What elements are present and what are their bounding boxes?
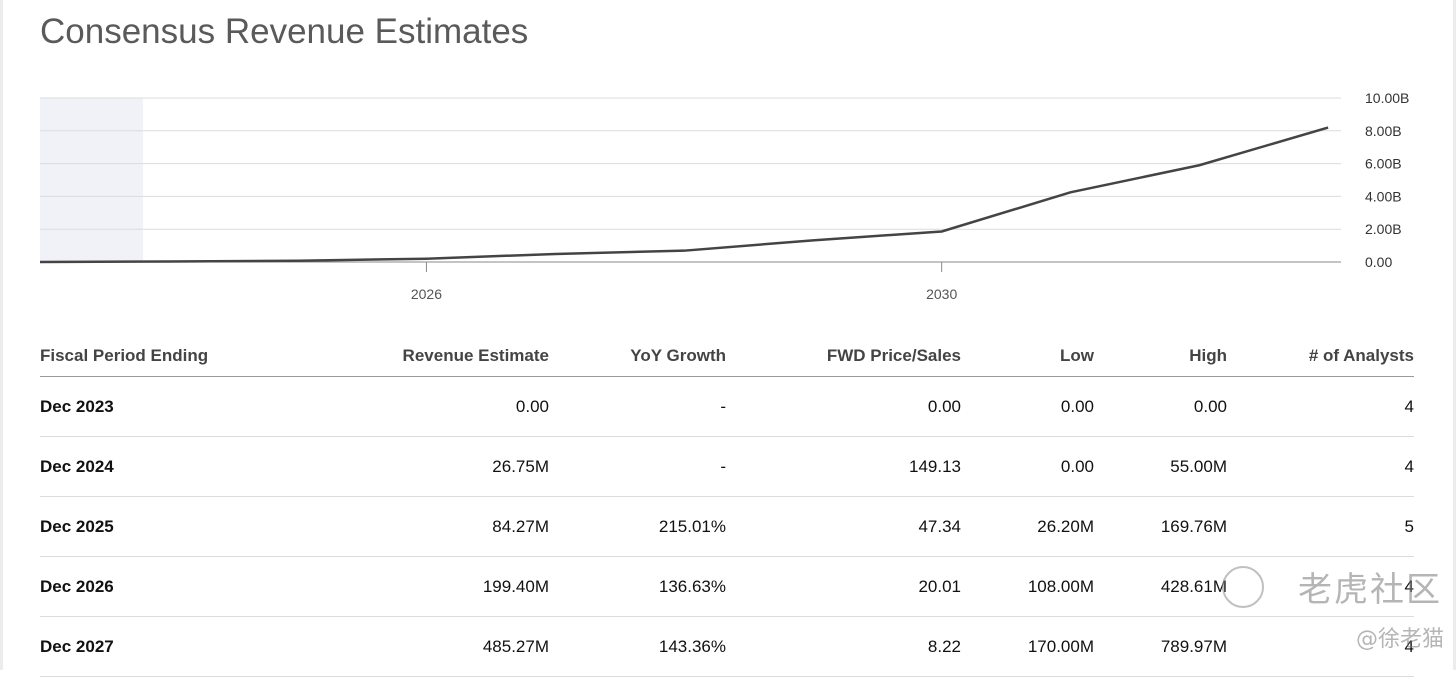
period-cell: Dec 2023 xyxy=(40,377,250,437)
y-tick-label: 2.00B xyxy=(1365,221,1402,237)
price-sales-cell: 47.34 xyxy=(726,497,961,557)
col-header-num-analysts[interactable]: # of Analysts xyxy=(1227,336,1414,377)
high-cell: 789.97M xyxy=(1094,617,1227,677)
period-cell: Dec 2025 xyxy=(40,497,250,557)
low-cell: 170.00M xyxy=(961,617,1094,677)
high-cell: 169.76M xyxy=(1094,497,1227,557)
high-cell: 55.00M xyxy=(1094,437,1227,497)
revenue-cell: 199.40M xyxy=(250,557,549,617)
growth-cell: 143.36% xyxy=(549,617,726,677)
page-title: Consensus Revenue Estimates xyxy=(40,12,528,52)
growth-cell: - xyxy=(549,437,726,497)
analysts-cell: 5 xyxy=(1227,497,1414,557)
analysts-cell: 4 xyxy=(1227,437,1414,497)
low-cell: 0.00 xyxy=(961,437,1094,497)
x-tick-label: 2026 xyxy=(411,286,442,302)
revenue-cell: 84.27M xyxy=(250,497,549,557)
high-cell: 428.61M xyxy=(1094,557,1227,617)
revenue-chart: 10.00B 8.00B 6.00B 4.00B 2.00B 0.00 2026 2030 xyxy=(0,80,1456,320)
revenue-cell: 0.00 xyxy=(250,377,549,437)
period-cell: Dec 2026 xyxy=(40,557,250,617)
col-header-revenue-estimate[interactable]: Revenue Estimate xyxy=(250,336,549,377)
table-row: Dec 2024 26.75M - 149.13 0.00 55.00M 4 xyxy=(40,437,1414,497)
low-cell: 26.20M xyxy=(961,497,1094,557)
col-header-yoy-growth[interactable]: YoY Growth xyxy=(549,336,726,377)
table-row: Dec 2027 485.27M 143.36% 8.22 170.00M 78… xyxy=(40,617,1414,677)
analysts-cell: 4 xyxy=(1227,377,1414,437)
growth-cell: 215.01% xyxy=(549,497,726,557)
price-sales-cell: 0.00 xyxy=(726,377,961,437)
col-header-high[interactable]: High xyxy=(1094,336,1227,377)
table-row: Dec 2026 199.40M 136.63% 20.01 108.00M 4… xyxy=(40,557,1414,617)
watermark-text: 老虎社区 xyxy=(1298,562,1442,611)
table-header-row: Fiscal Period Ending Revenue Estimate Yo… xyxy=(40,336,1414,377)
price-sales-cell: 20.01 xyxy=(726,557,961,617)
y-tick-label: 0.00 xyxy=(1365,254,1392,270)
col-header-fiscal-period[interactable]: Fiscal Period Ending xyxy=(40,336,250,377)
low-cell: 0.00 xyxy=(961,377,1094,437)
estimates-table: Fiscal Period Ending Revenue Estimate Yo… xyxy=(40,336,1414,677)
table-row: Dec 2025 84.27M 215.01% 47.34 26.20M 169… xyxy=(40,497,1414,557)
price-sales-cell: 149.13 xyxy=(726,437,961,497)
low-cell: 108.00M xyxy=(961,557,1094,617)
y-tick-label: 10.00B xyxy=(1365,90,1409,106)
revenue-cell: 26.75M xyxy=(250,437,549,497)
y-tick-label: 4.00B xyxy=(1365,188,1402,204)
watermark-handle: @徐老猫 xyxy=(1356,621,1444,653)
revenue-cell: 485.27M xyxy=(250,617,549,677)
y-tick-label: 6.00B xyxy=(1365,156,1402,172)
revenue-series-line xyxy=(40,128,1328,262)
period-cell: Dec 2027 xyxy=(40,617,250,677)
y-tick-label: 8.00B xyxy=(1365,123,1402,139)
col-header-low[interactable]: Low xyxy=(961,336,1094,377)
period-cell: Dec 2024 xyxy=(40,437,250,497)
growth-cell: - xyxy=(549,377,726,437)
col-header-fwd-price-sales[interactable]: FWD Price/Sales xyxy=(726,336,961,377)
table-row: Dec 2023 0.00 - 0.00 0.00 0.00 4 xyxy=(40,377,1414,437)
watermark-logo-icon xyxy=(1222,566,1264,608)
price-sales-cell: 8.22 xyxy=(726,617,961,677)
x-tick-label: 2030 xyxy=(926,286,957,302)
growth-cell: 136.63% xyxy=(549,557,726,617)
high-cell: 0.00 xyxy=(1094,377,1227,437)
history-shade xyxy=(40,98,143,262)
